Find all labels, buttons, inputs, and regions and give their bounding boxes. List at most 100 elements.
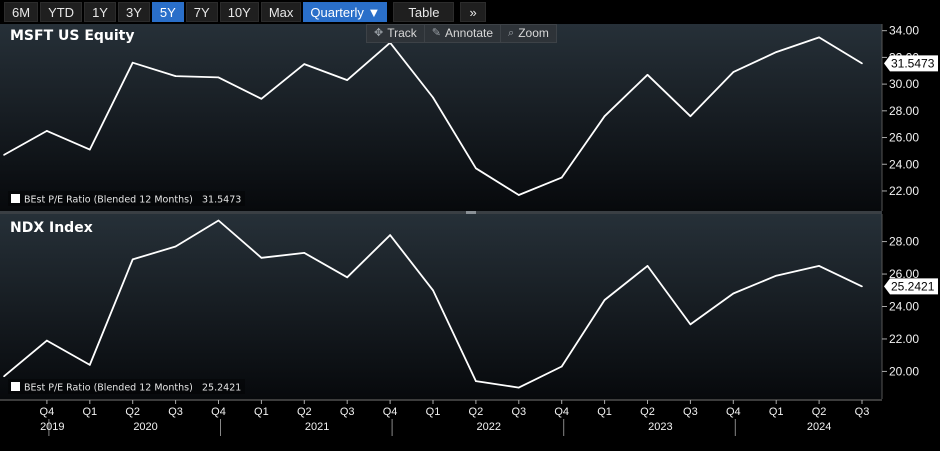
- pencil-icon: ✎: [431, 27, 441, 39]
- range-7y-button[interactable]: 7Y: [185, 2, 218, 22]
- x-tick-label: Q4: [40, 406, 55, 418]
- legend-box: [8, 379, 245, 394]
- x-tick-label: Q3: [855, 406, 870, 418]
- x-axis: Q4 Q1 Q2 Q3 Q4 Q1 Q2 Q3 Q4 Q1 Q2 Q3 Q4 Q1 Q2 Q3 Q4 Q1 Q2 Q3…: [0, 211, 882, 436]
- data-point: [775, 51, 777, 53]
- data-point: [46, 130, 48, 132]
- y-tick-label: 26.00: [889, 131, 919, 145]
- x-tick-label: Q4: [726, 406, 741, 418]
- x-tick-label: Q2: [469, 406, 484, 418]
- data-point: [131, 258, 134, 261]
- data-point: [475, 167, 477, 170]
- annotate-tool[interactable]: ✎ Annotate: [425, 25, 502, 42]
- x-tick-label: Q2: [125, 406, 140, 418]
- data-point: [303, 252, 306, 254]
- range-10y-button[interactable]: 10Y: [219, 2, 259, 22]
- last-value-tag: [884, 55, 938, 72]
- data-point: [3, 154, 5, 156]
- y-tick-label: 24.00: [889, 300, 919, 314]
- y-tick-label: 28.00: [889, 235, 919, 249]
- msft-panel: MSFT US Equity 22.00 24.00 26.00 28.00 30.00 3…: [0, 24, 938, 211]
- x-tick-label: Q2: [812, 406, 827, 418]
- ndx-panel: NDX Index 20.00 22.00 24.00 26.00 28.00 25.242…: [0, 214, 938, 399]
- divider-handle[interactable]: [466, 211, 476, 214]
- x-tick-label: Q4: [211, 406, 226, 418]
- chart-tools: ✥ Track ✎ Annotate ⌕ Zoom: [366, 24, 557, 43]
- panel-title: NDX Index: [10, 220, 93, 236]
- data-point: [775, 274, 777, 277]
- y-tick-label: 26.00: [889, 267, 919, 281]
- y-tick-label: 34.00: [889, 24, 919, 38]
- last-value-label: 25.2421: [891, 279, 935, 293]
- data-point: [475, 380, 477, 382]
- data-point: [346, 79, 349, 81]
- data-point: [3, 375, 5, 378]
- data-point: [818, 36, 820, 39]
- legend-box: [8, 191, 245, 206]
- track-tool[interactable]: ✥ Track: [367, 25, 425, 42]
- x-year-label: 2019: [40, 421, 64, 433]
- x-tick-label: Q3: [168, 406, 183, 418]
- y-tick-label: 22.00: [889, 332, 919, 346]
- data-point: [603, 299, 606, 301]
- last-value-tag: [884, 278, 938, 295]
- x-tick-label: Q2: [297, 406, 312, 418]
- x-tick-label: Q1: [82, 406, 97, 418]
- x-tick-label: Q3: [683, 406, 698, 418]
- toolbar: 6M YTD 1Y 3Y 5Y 7Y 10Y Max Quarterly ▼ T…: [0, 0, 940, 24]
- data-point: [346, 276, 349, 279]
- data-point: [303, 63, 306, 65]
- range-6m-button[interactable]: 6M: [4, 2, 39, 22]
- data-point: [603, 115, 606, 117]
- legend-swatch: [11, 194, 20, 203]
- data-point: [861, 62, 863, 65]
- data-point: [646, 265, 649, 267]
- x-tick-label: Q1: [597, 406, 612, 418]
- y-tick-label: 28.00: [889, 104, 919, 118]
- data-point: [432, 96, 434, 99]
- track-label: Track: [387, 26, 417, 40]
- data-point: [560, 176, 563, 179]
- x-tick-label: Q3: [511, 406, 526, 418]
- x-tick-label: Q1: [769, 406, 784, 418]
- range-3y-button[interactable]: 3Y: [117, 2, 150, 22]
- y-tick-label: 24.00: [889, 157, 919, 171]
- periodicity-select[interactable]: Quarterly ▼: [303, 2, 388, 22]
- panel-divider[interactable]: [0, 211, 882, 214]
- legend-label: BEst P/E Ratio (Blended 12 Months): [24, 195, 193, 206]
- data-point: [689, 115, 692, 117]
- data-point: [732, 292, 735, 295]
- last-value-label: 31.5473: [891, 56, 935, 70]
- range-5y-button[interactable]: 5Y: [151, 2, 184, 22]
- data-point: [217, 76, 220, 79]
- range-1y-button[interactable]: 1Y: [84, 2, 116, 22]
- x-tick-label: Q2: [640, 406, 655, 418]
- zoom-tool[interactable]: ⌕ Zoom: [501, 25, 556, 42]
- data-point: [174, 75, 177, 77]
- data-point: [89, 364, 91, 366]
- table-button[interactable]: Table: [393, 2, 455, 22]
- x-year-label: 2020: [133, 421, 157, 433]
- legend-label: BEst P/E Ratio (Blended 12 Months): [24, 383, 193, 394]
- x-year-label: 2023: [648, 421, 672, 433]
- chevron-down-icon: ▼: [367, 5, 381, 20]
- legend-swatch: [11, 382, 20, 391]
- range-ytd-button[interactable]: YTD: [40, 2, 83, 22]
- data-point: [46, 339, 48, 342]
- data-point: [518, 194, 520, 196]
- data-point: [89, 148, 91, 151]
- data-point: [689, 323, 692, 326]
- x-tick-label: Q1: [254, 406, 269, 418]
- data-point: [646, 73, 649, 76]
- data-point: [389, 234, 391, 236]
- annotate-label: Annotate: [445, 26, 494, 40]
- y-tick-label: 22.00: [889, 184, 919, 198]
- range-max-button[interactable]: Max: [260, 2, 302, 22]
- data-point: [260, 98, 263, 100]
- x-tick-label: Q4: [554, 406, 569, 418]
- x-tick-label: Q1: [426, 406, 441, 418]
- chart-area[interactable]: MSFT US Equity 22.00 24.00 26.00 28.00 30.00 3…: [0, 24, 940, 451]
- x-tick-label: Q3: [340, 406, 355, 418]
- magnifier-icon: ⌕: [508, 27, 515, 39]
- more-button[interactable]: »: [460, 2, 486, 22]
